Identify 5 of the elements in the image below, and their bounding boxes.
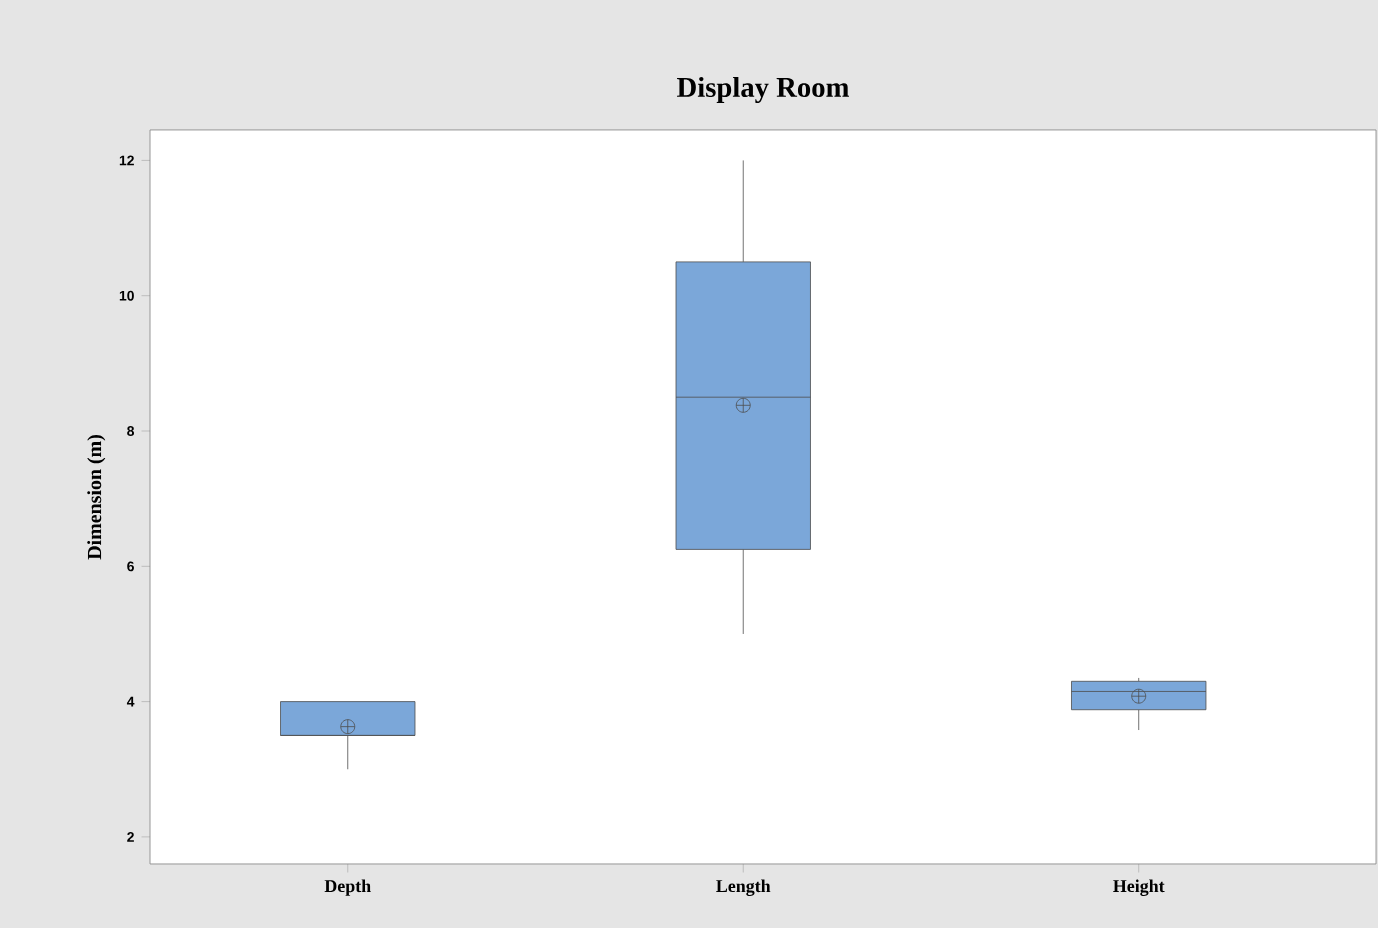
- y-axis-title: Dimension (m): [87, 435, 106, 560]
- x-tick-label: Height: [1113, 879, 1165, 896]
- chart-title: Display Room: [677, 76, 849, 103]
- x-tick-label: Length: [716, 879, 771, 896]
- x-tick-label: Depth: [324, 879, 371, 896]
